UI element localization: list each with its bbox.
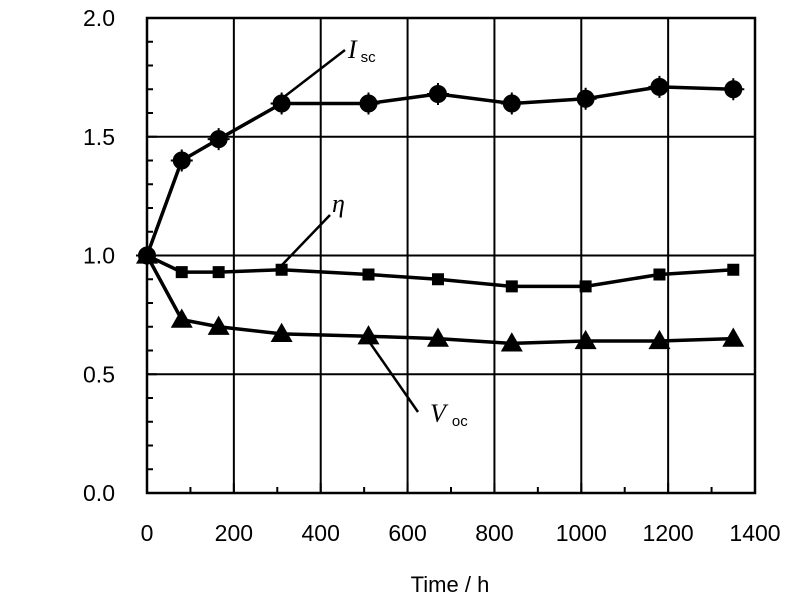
voc-point — [357, 325, 380, 345]
eta-point — [175, 266, 188, 279]
voc-point — [648, 329, 671, 350]
series-group — [136, 75, 745, 352]
voc-point — [207, 315, 230, 335]
y-tick-label: 0.0 — [83, 480, 115, 506]
x-tick-label: 400 — [302, 520, 340, 546]
x-tick-label: 1200 — [643, 520, 694, 546]
x-tick-label: 1400 — [729, 520, 780, 546]
voc-label-main: V — [430, 399, 449, 428]
isc-leader-line — [279, 49, 346, 101]
voc-point — [722, 327, 745, 347]
voc-point — [136, 244, 158, 264]
y-tick-label: 0.5 — [83, 361, 115, 387]
eta-point — [505, 280, 518, 293]
y-tick-label: 1.5 — [83, 124, 115, 150]
voc-point — [426, 327, 449, 347]
y-tick-label: 2.0 — [83, 5, 115, 31]
eta-point — [431, 273, 444, 286]
eta-point — [362, 268, 375, 281]
x-tick-label: 600 — [388, 520, 426, 546]
y-tick-label: 1.0 — [83, 243, 115, 269]
isc-label-main: I — [347, 35, 358, 64]
isc-label-sub: sc — [361, 49, 377, 66]
x-tick-label: 200 — [215, 520, 253, 546]
x-tick-label: 800 — [475, 520, 513, 546]
x-tick-label: 1000 — [556, 520, 607, 546]
isc-series-line — [145, 85, 734, 257]
voc-point — [500, 332, 523, 352]
voc-label-sub: oc — [452, 413, 468, 430]
eta-series-line — [146, 253, 734, 289]
x-axis-title: Time / h — [411, 572, 490, 597]
eta-point — [727, 263, 740, 276]
tick-labels: 0.0 0.5 1.0 1.5 2.0 0 200 400 600 800 1000 1200 1400 — [83, 5, 781, 546]
voc-point — [574, 329, 597, 350]
eta-point — [653, 268, 666, 281]
voc-point — [270, 322, 293, 342]
x-tick-label: 0 — [141, 520, 154, 546]
eta-point — [579, 280, 592, 293]
eta-leader-line — [281, 214, 331, 266]
eta-label: η — [332, 189, 345, 218]
voc-point — [170, 308, 193, 328]
eta-point — [212, 266, 225, 279]
voc-leader-line — [366, 339, 420, 413]
eta-point — [275, 263, 288, 276]
voc-series-line — [145, 254, 734, 346]
tick-marks — [146, 17, 756, 494]
